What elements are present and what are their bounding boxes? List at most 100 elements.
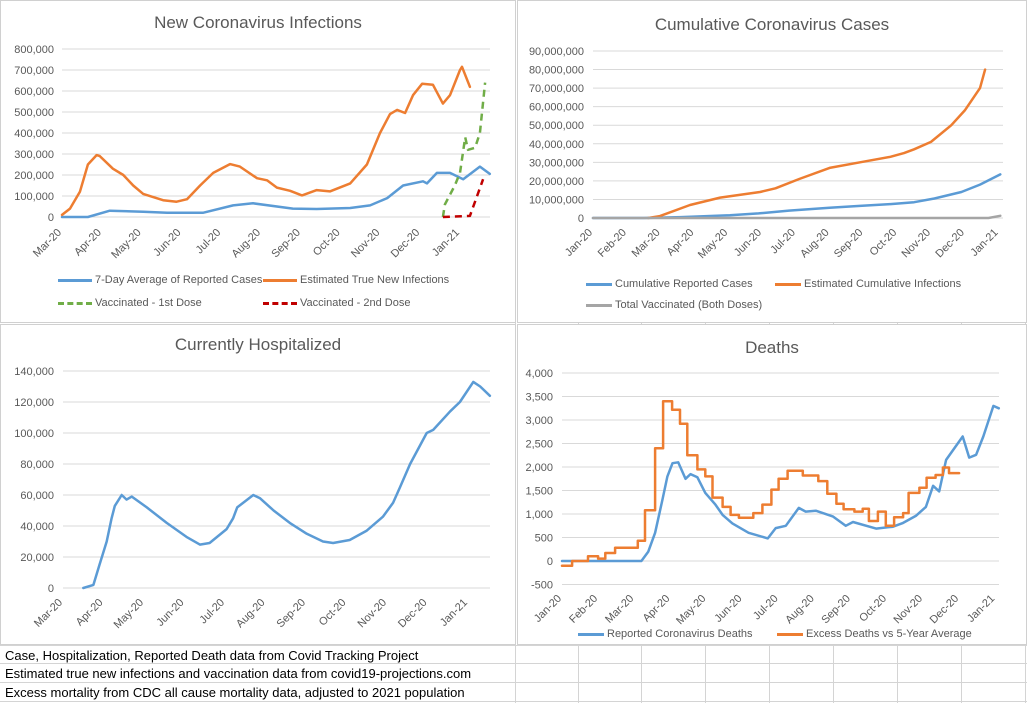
sheet-row[interactable]: Case, Hospitalization, Reported Death da… [0,645,1027,664]
x-tick-label: Mar-20 [31,227,64,260]
x-tick-label: Oct-20 [317,597,349,629]
series-line-estimated-true-new-infections [60,65,472,217]
legend-swatch [775,282,801,286]
legend-item: Vaccinated - 2nd Dose [263,297,410,309]
x-tick-label: Aug-20 [798,227,832,261]
source-note: Case, Hospitalization, Reported Death da… [5,648,419,663]
x-tick-label: Dec-20 [933,227,967,261]
legend-label: Estimated True New Infections [300,274,450,286]
y-tick-label: 2,500 [525,439,553,451]
y-tick-label: 300,000 [14,149,54,161]
legend-label: Estimated Cumulative Infections [804,278,962,290]
x-tick-label: Jan-20 [563,227,595,259]
legend-swatch [586,303,612,307]
legend-item: Estimated Cumulative Infections [775,278,961,290]
legend-label: Total Vaccinated (Both Doses) [615,299,763,311]
x-tick-label: Jan-21 [430,227,462,259]
x-tick-label: Dec-20 [928,593,962,627]
x-tick-label: Mar-20 [630,227,663,260]
x-tick-label: Sep-20 [269,227,303,261]
x-tick-label: Oct-20 [857,593,889,625]
x-tick-label: Apr-20 [74,597,106,629]
legend-swatch [58,278,92,282]
y-tick-label: 30,000,000 [529,157,584,169]
legend-swatch [58,301,92,305]
y-tick-label: 0 [48,212,54,224]
y-tick-label: 40,000 [20,521,54,533]
x-tick-label: Jan-21 [968,227,1000,259]
series-line-vaccinated-1st-dose [441,82,487,218]
legend-label: Vaccinated - 2nd Dose [300,297,411,309]
y-tick-label: 20,000,000 [529,176,584,188]
x-tick-label: Nov-20 [356,597,390,631]
x-tick-label: Sep-20 [275,597,309,631]
chart-new-infections[interactable]: New Coronavirus Infections [0,0,516,323]
x-tick-label: Jun-20 [154,597,186,629]
x-tick-label: Apr-20 [72,227,104,259]
legend-label: Reported Coronavirus Deaths [607,628,753,640]
x-tick-label: Jan-21 [438,597,470,629]
legend-label: Excess Deaths vs 5-Year Average [806,628,972,640]
y-tick-label: 60,000 [20,490,54,502]
source-note: Excess mortality from CDC all cause mort… [5,685,465,700]
x-tick-label: Nov-20 [892,593,926,627]
series-line-currently-hospitalized [82,380,492,590]
legend-swatch [578,632,604,636]
x-tick-label: Nov-20 [900,227,934,261]
y-tick-label: 10,000,000 [529,194,584,206]
y-tick-label: 0 [547,556,553,568]
y-tick-label: 700,000 [14,65,54,77]
x-tick-label: Jul-20 [197,597,227,627]
y-tick-label: 500,000 [14,107,54,119]
y-tick-label: 4,000 [525,368,553,380]
chart-title: Deaths [745,338,799,357]
x-tick-label: Jun-20 [151,227,183,259]
x-tick-label: Jun-20 [732,227,764,259]
series-line-excess-deaths-vs-5-year-average [560,399,961,567]
x-tick-label: Oct-20 [867,227,899,259]
x-tick-label: Aug-20 [783,593,817,627]
x-tick-label: Aug-20 [234,597,268,631]
legend-swatch [263,301,297,305]
x-tick-label: May-20 [112,597,146,631]
x-tick-label: Jul-20 [751,593,781,623]
legend-label: Cumulative Reported Cases [615,278,753,290]
sheet-row[interactable]: Estimated true new infections and vaccin… [0,664,1027,683]
y-tick-label: 60,000,000 [529,102,584,114]
y-tick-label: 1,000 [525,509,553,521]
y-tick-label: 200,000 [14,170,54,182]
y-tick-label: -500 [531,580,553,592]
y-tick-label: 500 [535,533,553,545]
legend-swatch [586,282,612,286]
chart-hospitalized[interactable]: Currently Hospitalized [0,324,516,645]
legend-label: 7-Day Average of Reported Cases [95,274,263,286]
x-tick-label: May-20 [696,227,730,261]
chart-title: Cumulative Coronavirus Cases [654,15,890,34]
legend-item: Excess Deaths vs 5-Year Average [777,628,972,640]
legend-item: 7-Day Average of Reported Cases [58,274,262,286]
x-tick-label: Sep-20 [832,227,866,261]
y-tick-label: 80,000 [20,459,54,471]
x-tick-label: Mar-20 [603,593,636,626]
y-tick-label: 100,000 [14,191,54,203]
x-tick-label: Feb-20 [567,593,600,626]
x-tick-label: Oct-20 [311,227,343,259]
legend-item: Cumulative Reported Cases [586,278,753,290]
y-tick-label: 80,000,000 [529,65,584,77]
sheet-row[interactable]: Excess mortality from CDC all cause mort… [0,683,1027,702]
x-tick-label: Nov-20 [349,227,383,261]
y-tick-label: 70,000,000 [529,83,584,95]
y-tick-label: 20,000 [20,552,54,564]
x-tick-label: Aug-20 [230,227,264,261]
x-tick-label: Mar-20 [32,597,65,630]
source-note: Estimated true new infections and vaccin… [5,666,472,681]
x-tick-label: Apr-20 [641,593,673,625]
y-tick-label: 0 [578,213,584,225]
series-line-vaccinated-2nd-dose [442,178,485,219]
y-tick-label: 800,000 [14,44,54,56]
legend-item: Total Vaccinated (Both Doses) [586,299,762,311]
x-tick-label: May-20 [109,227,143,261]
y-tick-label: 120,000 [14,397,54,409]
y-tick-label: 1,500 [525,486,553,498]
